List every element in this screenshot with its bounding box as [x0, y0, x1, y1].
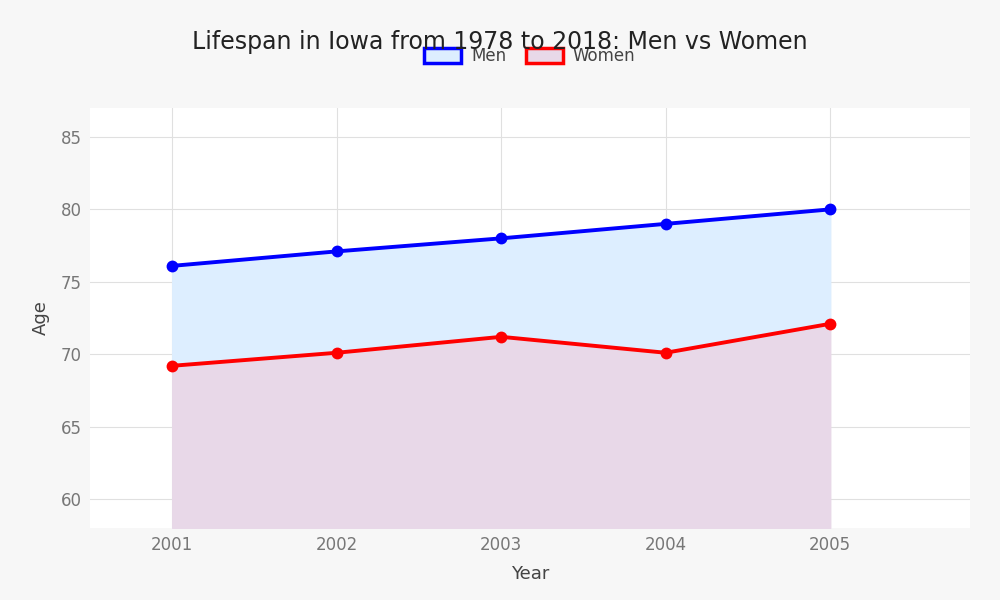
Text: Lifespan in Iowa from 1978 to 2018: Men vs Women: Lifespan in Iowa from 1978 to 2018: Men … [192, 30, 808, 54]
X-axis label: Year: Year [511, 565, 549, 583]
Y-axis label: Age: Age [32, 301, 50, 335]
Legend: Men, Women: Men, Women [418, 41, 642, 72]
